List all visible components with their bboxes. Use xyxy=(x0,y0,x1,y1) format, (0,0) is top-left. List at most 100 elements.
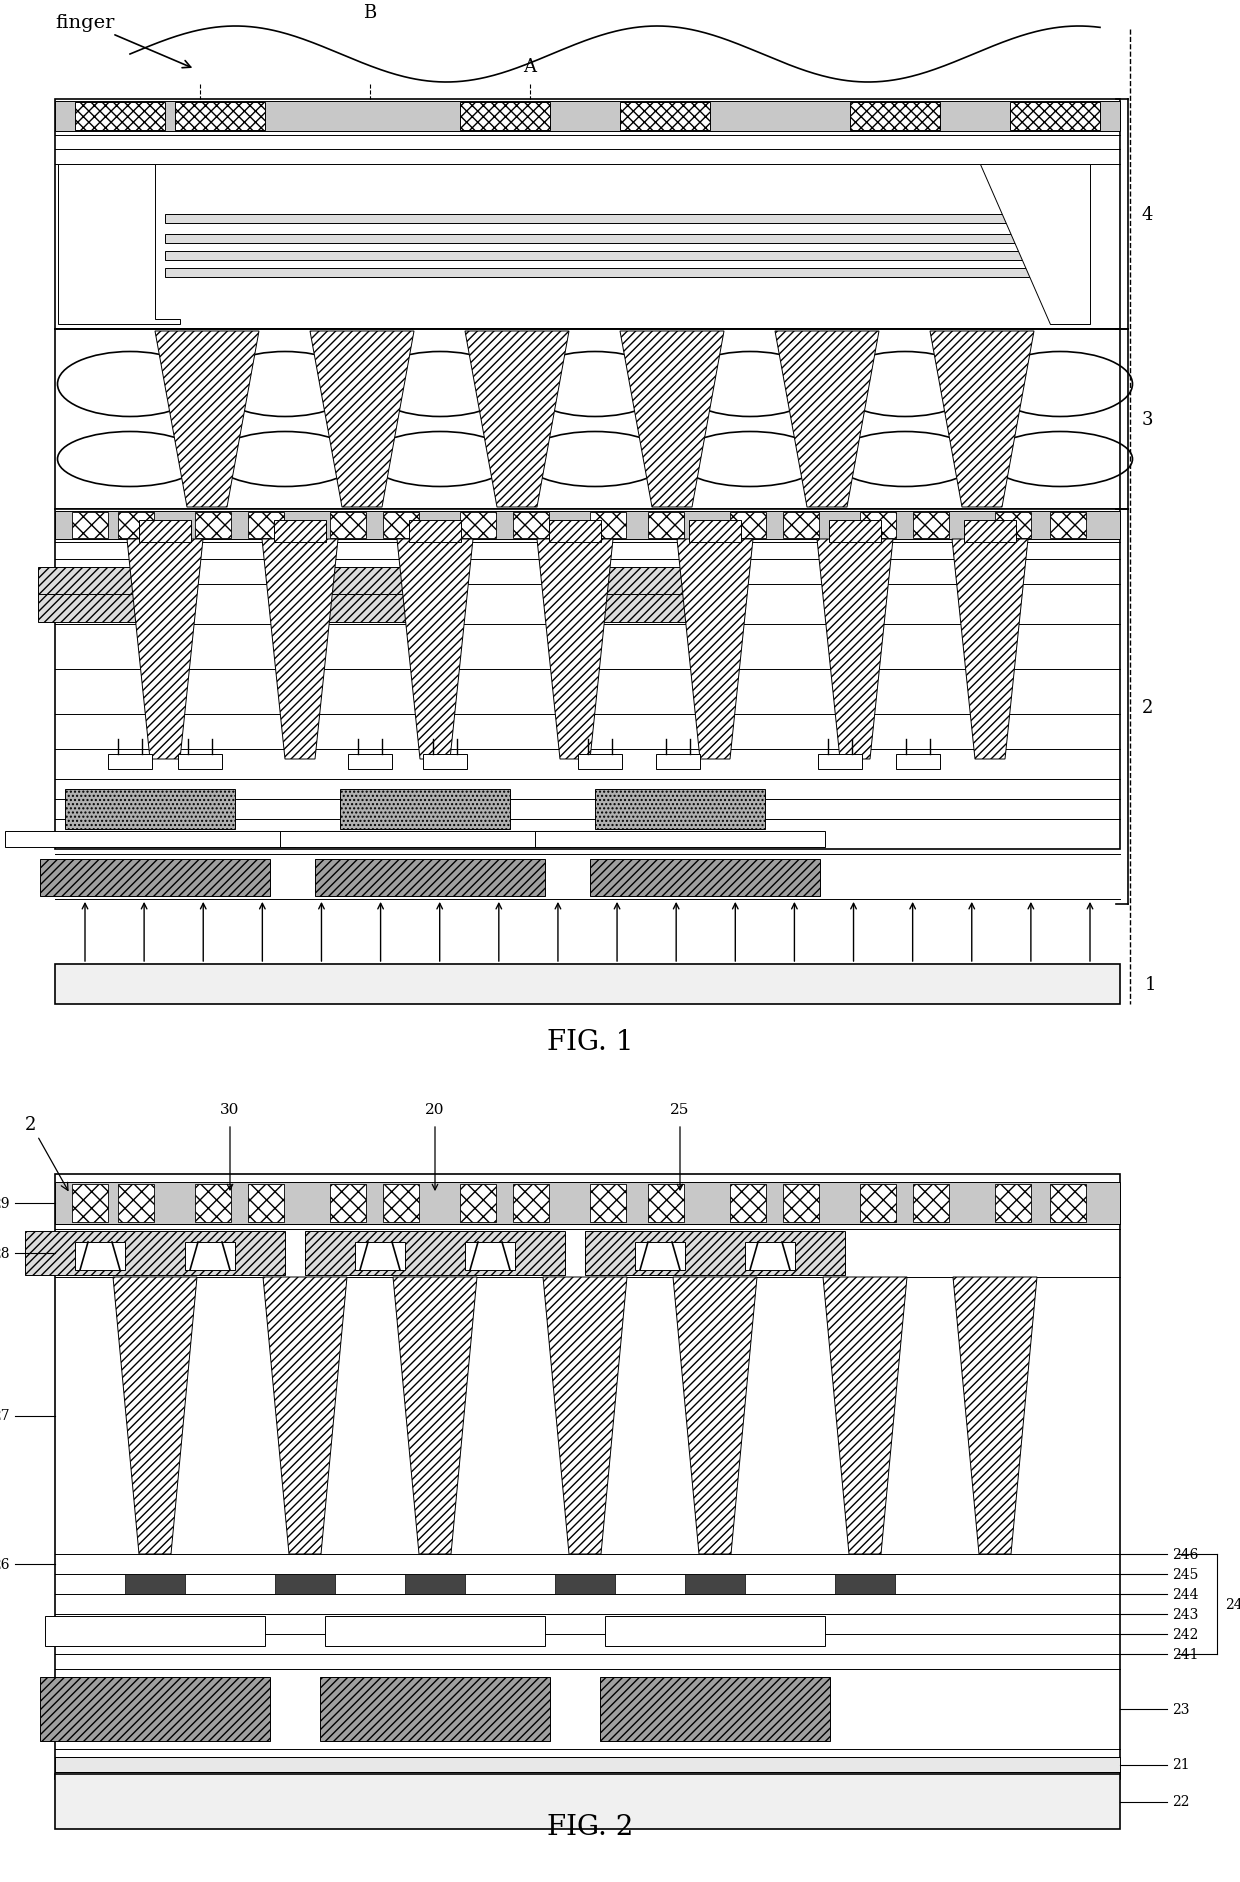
Bar xyxy=(45,1617,265,1647)
Polygon shape xyxy=(543,1278,627,1555)
Polygon shape xyxy=(263,1278,347,1555)
Bar xyxy=(303,568,458,597)
Bar xyxy=(465,1242,515,1270)
Bar xyxy=(330,1184,366,1221)
Bar xyxy=(139,521,191,542)
Bar xyxy=(280,832,570,847)
Bar xyxy=(125,1573,185,1594)
Bar xyxy=(58,171,98,211)
Bar xyxy=(64,790,236,830)
Bar xyxy=(1050,512,1086,538)
Text: 1: 1 xyxy=(1145,975,1157,994)
Bar xyxy=(40,860,270,896)
Bar xyxy=(513,512,549,538)
Text: 246: 246 xyxy=(1172,1547,1198,1562)
Text: 242: 242 xyxy=(1172,1628,1198,1641)
Bar xyxy=(830,521,880,542)
Bar xyxy=(423,755,467,770)
Bar xyxy=(38,568,193,597)
Bar xyxy=(185,1242,236,1270)
Bar xyxy=(25,1231,285,1276)
Text: 20: 20 xyxy=(425,1103,445,1116)
Polygon shape xyxy=(310,331,414,508)
Bar xyxy=(195,1184,231,1221)
Text: 22: 22 xyxy=(1172,1795,1189,1809)
Bar xyxy=(55,1758,1120,1773)
Bar xyxy=(595,790,765,830)
Text: FIG. 1: FIG. 1 xyxy=(547,1028,634,1056)
Bar xyxy=(195,512,231,538)
Bar xyxy=(590,1184,626,1221)
Text: 23: 23 xyxy=(1172,1701,1189,1716)
Bar xyxy=(315,860,546,896)
Bar xyxy=(649,512,684,538)
Bar xyxy=(745,1242,795,1270)
Polygon shape xyxy=(954,1278,1037,1555)
Bar xyxy=(563,568,718,597)
Polygon shape xyxy=(262,540,339,760)
Text: FIG. 2: FIG. 2 xyxy=(547,1812,634,1841)
Bar xyxy=(460,1184,496,1221)
Text: 27: 27 xyxy=(0,1410,10,1423)
Polygon shape xyxy=(677,540,753,760)
Text: 2: 2 xyxy=(25,1116,68,1191)
Text: 21: 21 xyxy=(1172,1758,1189,1771)
Bar xyxy=(534,832,825,847)
Text: 3: 3 xyxy=(1142,410,1153,429)
Bar xyxy=(635,1242,684,1270)
Bar xyxy=(649,1184,684,1221)
Bar xyxy=(72,512,108,538)
Polygon shape xyxy=(952,540,1028,760)
Text: 4: 4 xyxy=(1142,205,1153,224)
Bar xyxy=(118,1184,154,1221)
Bar xyxy=(40,1677,270,1741)
Bar xyxy=(689,521,742,542)
Bar xyxy=(305,1231,565,1276)
Bar xyxy=(248,1184,284,1221)
Bar xyxy=(55,102,1120,132)
Polygon shape xyxy=(823,1278,906,1555)
Bar xyxy=(325,1617,546,1647)
Bar xyxy=(963,521,1016,542)
Polygon shape xyxy=(620,331,724,508)
Bar xyxy=(248,512,284,538)
Bar xyxy=(179,755,222,770)
Bar xyxy=(108,755,153,770)
Bar xyxy=(5,832,295,847)
Text: 28: 28 xyxy=(0,1246,10,1261)
Bar xyxy=(861,512,897,538)
Bar xyxy=(913,512,949,538)
Bar xyxy=(409,521,461,542)
Bar xyxy=(55,100,1120,329)
Text: 244: 244 xyxy=(1172,1587,1199,1602)
Polygon shape xyxy=(537,540,613,760)
Bar xyxy=(303,595,458,623)
Bar xyxy=(165,215,1070,224)
Bar xyxy=(460,104,551,132)
Polygon shape xyxy=(673,1278,756,1555)
Bar xyxy=(72,1184,108,1221)
Polygon shape xyxy=(930,331,1034,508)
Polygon shape xyxy=(817,540,893,760)
Bar xyxy=(175,104,265,132)
Bar xyxy=(861,1184,897,1221)
Bar xyxy=(549,521,601,542)
Bar xyxy=(913,1184,949,1221)
Bar xyxy=(55,1182,1120,1225)
Bar xyxy=(460,512,496,538)
Bar xyxy=(55,1174,1120,1778)
Bar xyxy=(684,1573,745,1594)
Bar xyxy=(165,252,1070,262)
Bar xyxy=(340,790,510,830)
Bar xyxy=(274,521,326,542)
Bar xyxy=(55,510,1120,849)
Bar xyxy=(348,755,392,770)
Text: B: B xyxy=(363,4,377,23)
Bar xyxy=(818,755,862,770)
Text: 24: 24 xyxy=(1225,1598,1240,1611)
Bar xyxy=(383,1184,419,1221)
Bar xyxy=(55,329,1120,510)
Bar xyxy=(38,595,193,623)
Bar xyxy=(897,755,940,770)
Polygon shape xyxy=(465,331,569,508)
